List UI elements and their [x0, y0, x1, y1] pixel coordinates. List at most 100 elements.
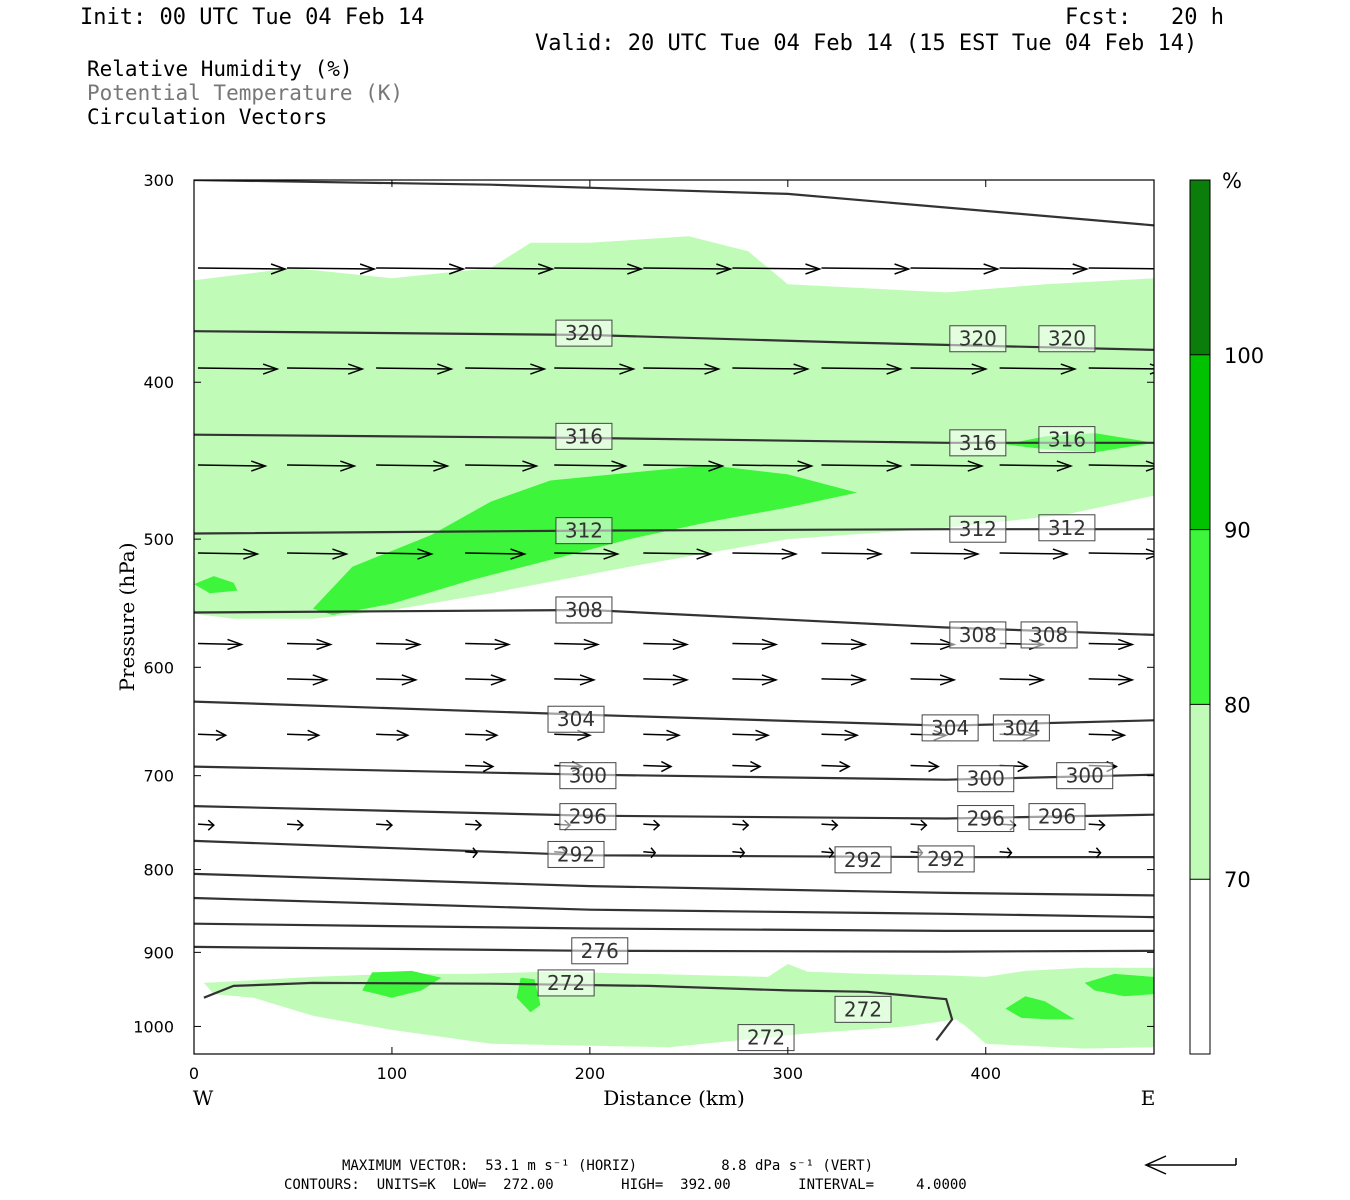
vector-shaft [465, 764, 493, 768]
contour-label-box-312-2 [1038, 514, 1096, 542]
contour-label-292-1: 292 [844, 848, 882, 872]
theta-contour-292 [194, 839, 1154, 859]
vector-head [1060, 363, 1078, 375]
vector-shaft [910, 464, 982, 467]
vector-arrow [910, 548, 981, 560]
y-tick-label: 300 [143, 171, 174, 190]
contour-label-box-312-1 [949, 515, 1007, 543]
vector-arrow [376, 819, 394, 831]
vector-head [522, 460, 539, 472]
vector-head [828, 847, 835, 859]
vector-head [433, 460, 450, 472]
vector-shaft [376, 267, 464, 270]
vector-arrow [821, 760, 851, 773]
vector-shaft [376, 464, 448, 467]
vector-head [750, 760, 762, 773]
vector-shaft [910, 823, 927, 826]
vector-head [1111, 729, 1127, 742]
vector-arrow [465, 263, 555, 275]
vector-shaft [732, 851, 745, 854]
vector-shaft [643, 678, 687, 681]
contour-label-box-300-1 [957, 765, 1015, 793]
vector-shaft [643, 642, 687, 646]
vector-shaft [821, 464, 901, 467]
vector-shaft [287, 552, 347, 555]
rh-region-70-0 [194, 236, 1154, 619]
vector-shaft [910, 678, 955, 681]
contour-label-box-320-1 [949, 325, 1007, 353]
theta-contour-276 [194, 945, 1154, 953]
contour-label-box-292-1 [834, 846, 892, 874]
vector-arrow [1088, 674, 1135, 686]
vector-arrow [376, 674, 418, 686]
vector-arrow [732, 819, 750, 831]
vector-arrow [999, 363, 1078, 375]
vector-shaft [732, 678, 776, 681]
vector-shaft [1088, 552, 1154, 555]
vector-head [405, 638, 422, 651]
x-tick-label: 200 [575, 1064, 606, 1083]
vector-arrow [643, 548, 713, 560]
vector-shaft [465, 367, 545, 370]
vector-arrow [732, 638, 779, 651]
vector-head [579, 674, 597, 686]
contour-label-304-1: 304 [931, 716, 969, 740]
init-time-label: Init: 00 UTC Tue 04 Feb 14 [80, 5, 425, 30]
vector-head [207, 819, 215, 831]
vector-shaft [643, 367, 719, 370]
contour-label-308-2: 308 [1030, 623, 1068, 647]
vector-arrow [286, 819, 304, 831]
vector-head [650, 847, 657, 859]
vector-head [1098, 819, 1106, 831]
vector-head [1028, 674, 1046, 686]
contour-label-box-320-2 [1038, 325, 1096, 353]
vector-arrow [554, 363, 636, 375]
contour-label-box-304-0 [547, 705, 605, 733]
vector-arrow [732, 847, 746, 859]
contour-label-272-2: 272 [747, 1026, 785, 1050]
contour-label-box-308-1 [949, 621, 1007, 649]
vector-head [971, 363, 988, 375]
vector-shaft [465, 267, 553, 270]
vector-head [866, 548, 884, 560]
contour-label-316-0: 316 [565, 424, 603, 448]
x-axis-label: Distance (km) [603, 1086, 745, 1110]
vector-arrow [465, 363, 547, 375]
vector-head [619, 363, 636, 375]
vector-shaft [643, 552, 711, 555]
vector-head [359, 263, 377, 275]
vector-shaft [287, 464, 355, 467]
vector-arrow [1088, 819, 1106, 831]
vector-shaft [197, 642, 242, 646]
vector-arrow [376, 263, 466, 275]
vector-head [716, 263, 733, 275]
vector-arrow [287, 674, 329, 686]
vector-shaft [376, 733, 408, 737]
colorbar-segment-80 [1190, 529, 1210, 705]
vector-head [396, 729, 410, 741]
vector-head [316, 638, 333, 651]
x-tick-label: 0 [189, 1064, 199, 1083]
legend-potential-temperature: Potential Temperature (K) [87, 81, 404, 105]
contour-label-box-316-0 [555, 422, 613, 450]
vector-shaft [643, 764, 672, 768]
vector-head [894, 263, 911, 275]
vector-shaft [643, 464, 723, 467]
vector-arrow [554, 638, 601, 651]
contour-label-320-1: 320 [959, 327, 997, 351]
vector-arrow [821, 847, 835, 859]
contour-label-300-0: 300 [569, 764, 607, 788]
theta-contour-300 [194, 765, 1154, 781]
vector-shaft [554, 678, 594, 681]
vector-arrow [910, 460, 985, 472]
y-tick-label: 900 [143, 943, 174, 962]
contour-label-box-296-2 [1028, 803, 1086, 831]
vector-head [270, 263, 288, 275]
vector-arrow [821, 363, 903, 375]
west-label: W [193, 1086, 214, 1110]
vector-head [1052, 548, 1070, 560]
vector-head [1145, 548, 1154, 560]
vector-arrow [643, 638, 690, 651]
vector-arrow [999, 263, 1089, 275]
y-tick-label: 800 [143, 861, 174, 880]
